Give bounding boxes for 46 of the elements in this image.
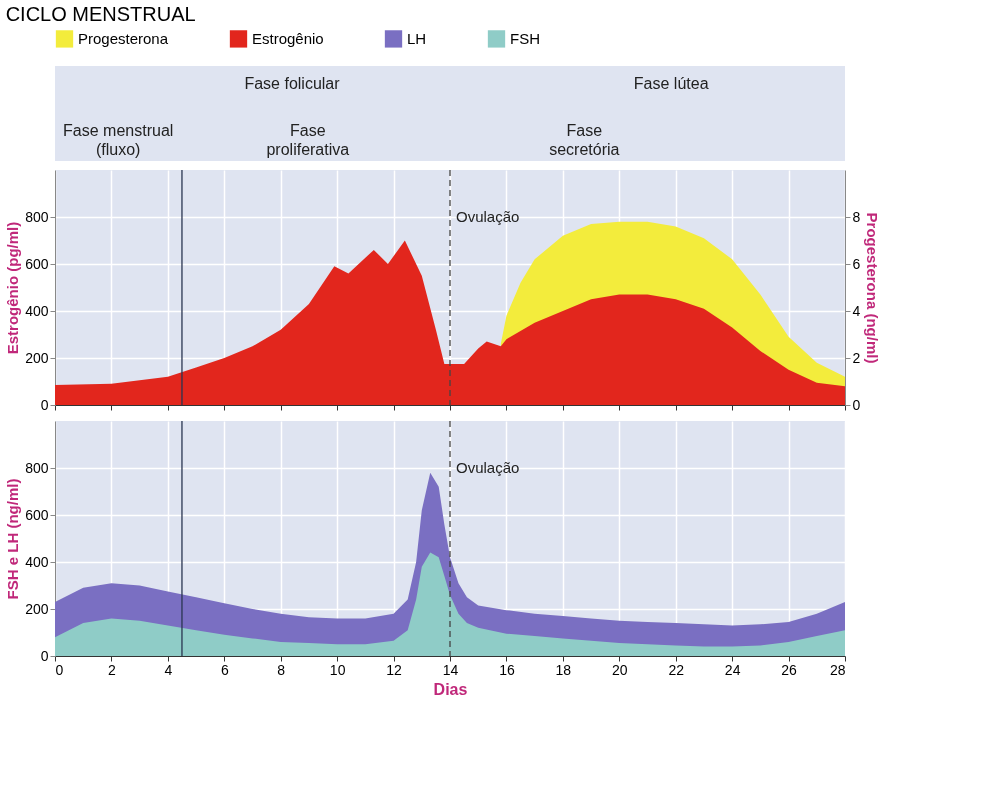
y2-tick-label: 4 bbox=[852, 302, 861, 319]
text: Fase lútea bbox=[633, 75, 709, 92]
x-tick-label: 18 bbox=[555, 661, 572, 678]
x-tick-label: 16 bbox=[499, 661, 515, 678]
legend-label: LH bbox=[407, 29, 427, 47]
y-tick-label: 800 bbox=[25, 208, 49, 225]
text: Fase secretória bbox=[549, 122, 620, 158]
x-tick-label: 2 bbox=[108, 661, 117, 678]
y2-tick-label: 6 bbox=[852, 255, 861, 272]
text: Fase menstrual (fluxo) bbox=[63, 122, 174, 158]
y-tick-label: 200 bbox=[25, 600, 49, 617]
legend-label: FSH bbox=[510, 29, 540, 47]
x-tick-label: 20 bbox=[612, 661, 628, 678]
y-tick-label: 200 bbox=[25, 349, 49, 366]
text: Fase folicular bbox=[244, 75, 341, 92]
y2-tick-label: 0 bbox=[852, 396, 861, 413]
x-tick-label: 6 bbox=[220, 661, 229, 678]
x-tick-label: 14 bbox=[442, 661, 459, 678]
text: Fase proliferativa bbox=[266, 122, 350, 158]
y2-tick-label: 8 bbox=[852, 208, 861, 225]
x-tick-label: 26 bbox=[781, 661, 798, 678]
x-tick-label: 10 bbox=[329, 661, 346, 678]
y-tick-label: 800 bbox=[25, 459, 49, 476]
y2-tick-label: 2 bbox=[852, 349, 861, 366]
y-tick-label: 600 bbox=[25, 506, 49, 523]
y-tick-label: 400 bbox=[25, 553, 49, 570]
x-tick-label: 22 bbox=[668, 661, 685, 678]
x-tick-label: 12 bbox=[386, 661, 403, 678]
x-axis-title: Dias bbox=[433, 680, 468, 698]
x-tick-label: 4 bbox=[164, 661, 173, 678]
y-tick-label: 0 bbox=[40, 396, 49, 413]
x-tick-label: 0 bbox=[55, 661, 64, 678]
x-tick-label: 8 bbox=[277, 661, 286, 678]
y-axis-title: Estrogênio (pg/ml) bbox=[4, 221, 22, 355]
y2-axis-title: Progesterona (ng/ml) bbox=[864, 212, 882, 364]
y-tick-label: 0 bbox=[40, 647, 49, 664]
x-tick-label: 24 bbox=[724, 661, 741, 678]
ref-line-label: Ovulação bbox=[456, 459, 520, 476]
ref-line-label: Ovulação bbox=[456, 208, 520, 225]
legend-label: Progesterona bbox=[78, 29, 169, 47]
chart-title: CICLO MENSTRUAL bbox=[5, 3, 196, 25]
y-tick-label: 400 bbox=[25, 302, 49, 319]
y-axis-title: FSH e LH (ng/ml) bbox=[4, 478, 22, 600]
y-tick-label: 600 bbox=[25, 255, 49, 272]
legend-label: Estrogênio bbox=[252, 29, 324, 47]
x-tick-label: 28 bbox=[829, 661, 846, 678]
